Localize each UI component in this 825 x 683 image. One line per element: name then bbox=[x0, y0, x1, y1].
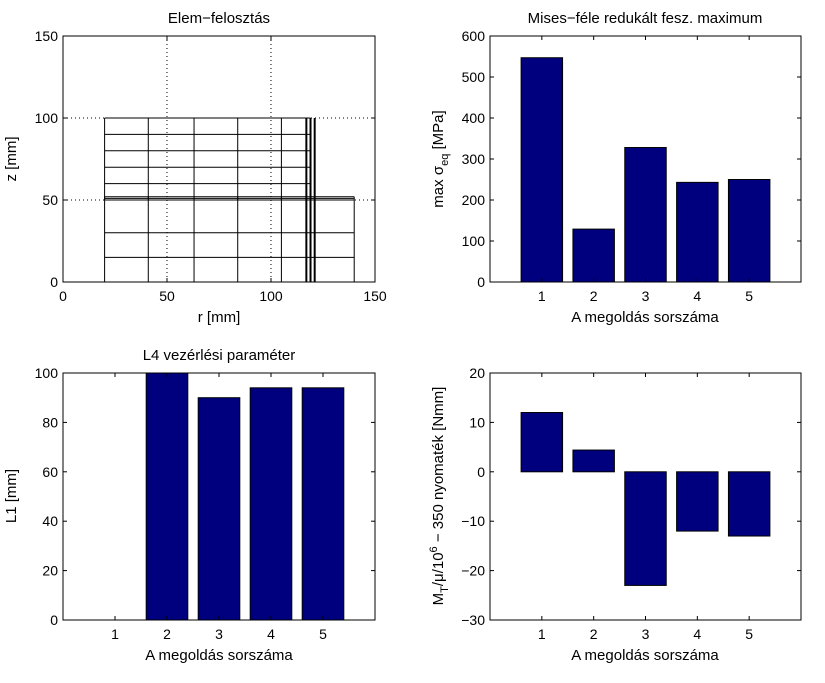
torque-xtick-label: 4 bbox=[693, 626, 701, 642]
panel-mesh-grid bbox=[63, 36, 375, 282]
panel-torque-ylabel-sub: T bbox=[439, 586, 451, 593]
panel-torque-ylabel: MT/μ/106 − 350 nyomaték [Nmm] bbox=[428, 387, 451, 606]
panel-torque-ylabel-sup: 6 bbox=[428, 546, 440, 552]
mesh-xtick-label: 100 bbox=[259, 288, 283, 304]
panel-mises-ticks: 1 2 3 4 5 0 100 200 300 400 500 600 bbox=[462, 28, 801, 304]
torque-xtick-label: 2 bbox=[590, 626, 598, 642]
panel-mises: Mises−féle redukált fesz. maximum 1 2 3 4 50… bbox=[430, 10, 802, 326]
mises-ytick-label: 0 bbox=[477, 274, 485, 290]
mises-xtick-label: 1 bbox=[538, 288, 546, 304]
mesh-xtick-label: 50 bbox=[159, 288, 175, 304]
torque-bar bbox=[676, 471, 719, 532]
panel-torque-ylabel-main: M bbox=[430, 593, 447, 606]
panel-mises-ylabel-sub: eq bbox=[439, 154, 451, 166]
mises-ytick-label: 400 bbox=[462, 110, 486, 126]
mises-ytick-label: 600 bbox=[462, 28, 486, 44]
torque-xtick-label: 3 bbox=[642, 626, 650, 642]
mesh-xtick-label: 0 bbox=[59, 288, 67, 304]
torque-bar bbox=[727, 471, 771, 537]
panel-torque-ylabel-mid: /μ/10 bbox=[430, 552, 447, 586]
panel-mises-ylabel-main: max σ bbox=[430, 165, 447, 208]
l4-xtick-label: 5 bbox=[319, 626, 327, 642]
panel-l4-xlabel: A megoldás sorszáma bbox=[145, 647, 293, 664]
torque-ytick-label: −20 bbox=[461, 563, 485, 579]
torque-ytick-label: −30 bbox=[461, 612, 485, 628]
mises-bar bbox=[520, 57, 564, 283]
l4-bar bbox=[249, 387, 293, 621]
panel-mises-ylabel: max σeq [MPa] bbox=[430, 110, 451, 207]
torque-xtick-label: 5 bbox=[745, 626, 753, 642]
mises-xtick-label: 3 bbox=[642, 288, 650, 304]
mises-ytick-label: 500 bbox=[462, 69, 486, 85]
l4-ytick-label: 0 bbox=[50, 612, 58, 628]
panel-torque-bars bbox=[520, 412, 771, 586]
torque-ytick-label: −10 bbox=[461, 513, 485, 529]
torque-bar bbox=[520, 412, 564, 473]
panel-torque-ylabel-rest: − 350 nyomaték [Nmm] bbox=[430, 387, 447, 547]
panel-torque-ticks: 1 2 3 4 5 −30 −20 −10 0 10 20 bbox=[461, 365, 801, 642]
panel-l4: L4 vezérlési paraméter 1 2 3 4 5 0 20 40 60 80 100… bbox=[3, 347, 376, 664]
panel-mises-bars bbox=[520, 57, 771, 283]
panel-mesh-title: Elem−felosztás bbox=[168, 10, 270, 27]
l4-xtick-label: 2 bbox=[163, 626, 171, 642]
torque-ytick-label: 0 bbox=[477, 464, 485, 480]
torque-ytick-label: 10 bbox=[469, 414, 485, 430]
l4-ytick-label: 60 bbox=[42, 464, 58, 480]
l4-ytick-label: 80 bbox=[42, 414, 58, 430]
torque-ytick-label: 20 bbox=[469, 365, 485, 381]
panel-l4-ticks: 1 2 3 4 5 0 20 40 60 80 100 bbox=[35, 365, 375, 642]
panel-l4-bars bbox=[145, 372, 345, 621]
mesh-ytick-label: 150 bbox=[35, 28, 59, 44]
mesh-xtick-label: 150 bbox=[363, 288, 387, 304]
panel-mesh-ylabel: z [mm] bbox=[3, 137, 20, 182]
mises-xtick-label: 4 bbox=[693, 288, 701, 304]
l4-ytick-label: 40 bbox=[42, 513, 58, 529]
torque-bar bbox=[572, 449, 615, 473]
mesh-ytick-label: 100 bbox=[35, 110, 59, 126]
l4-xtick-label: 3 bbox=[215, 626, 223, 642]
mises-bar bbox=[727, 179, 771, 283]
panel-mises-ylabel-unit: [MPa] bbox=[430, 110, 447, 153]
mises-bar bbox=[572, 228, 615, 283]
panel-torque-xlabel: A megoldás sorszáma bbox=[571, 647, 719, 664]
mises-xtick-label: 2 bbox=[590, 288, 598, 304]
panel-mesh: Elem−felosztás 0 50 100 150 0 50 100 150 r [mm]… bbox=[3, 10, 387, 326]
torque-bar bbox=[624, 471, 667, 586]
mises-bar bbox=[676, 181, 719, 283]
panel-mises-title: Mises−féle redukált fesz. maximum bbox=[528, 10, 763, 27]
l4-xtick-label: 1 bbox=[111, 626, 119, 642]
panel-mesh-ticks: 0 50 100 150 0 50 100 150 bbox=[35, 28, 387, 304]
panel-l4-title: L4 vezérlési paraméter bbox=[143, 347, 296, 364]
l4-bar bbox=[145, 372, 189, 621]
l4-bar bbox=[197, 397, 241, 621]
l4-ytick-label: 100 bbox=[35, 365, 59, 381]
panel-mesh-xlabel: r [mm] bbox=[198, 309, 241, 326]
mises-bar bbox=[624, 147, 667, 283]
mises-ytick-label: 200 bbox=[462, 192, 486, 208]
mises-ytick-label: 300 bbox=[462, 151, 486, 167]
l4-xtick-label: 4 bbox=[267, 626, 275, 642]
panel-l4-ylabel: L1 [mm] bbox=[3, 469, 20, 523]
mises-ytick-label: 100 bbox=[462, 233, 486, 249]
mises-xtick-label: 5 bbox=[745, 288, 753, 304]
l4-ytick-label: 20 bbox=[42, 563, 58, 579]
torque-xtick-label: 1 bbox=[538, 626, 546, 642]
mesh-ytick-label: 0 bbox=[50, 274, 58, 290]
panel-mesh-frame bbox=[62, 35, 376, 283]
panel-mesh-elements bbox=[104, 117, 355, 283]
mesh-ytick-label: 50 bbox=[42, 192, 58, 208]
panel-mises-xlabel: A megoldás sorszáma bbox=[571, 309, 719, 326]
l4-bar bbox=[301, 387, 345, 621]
